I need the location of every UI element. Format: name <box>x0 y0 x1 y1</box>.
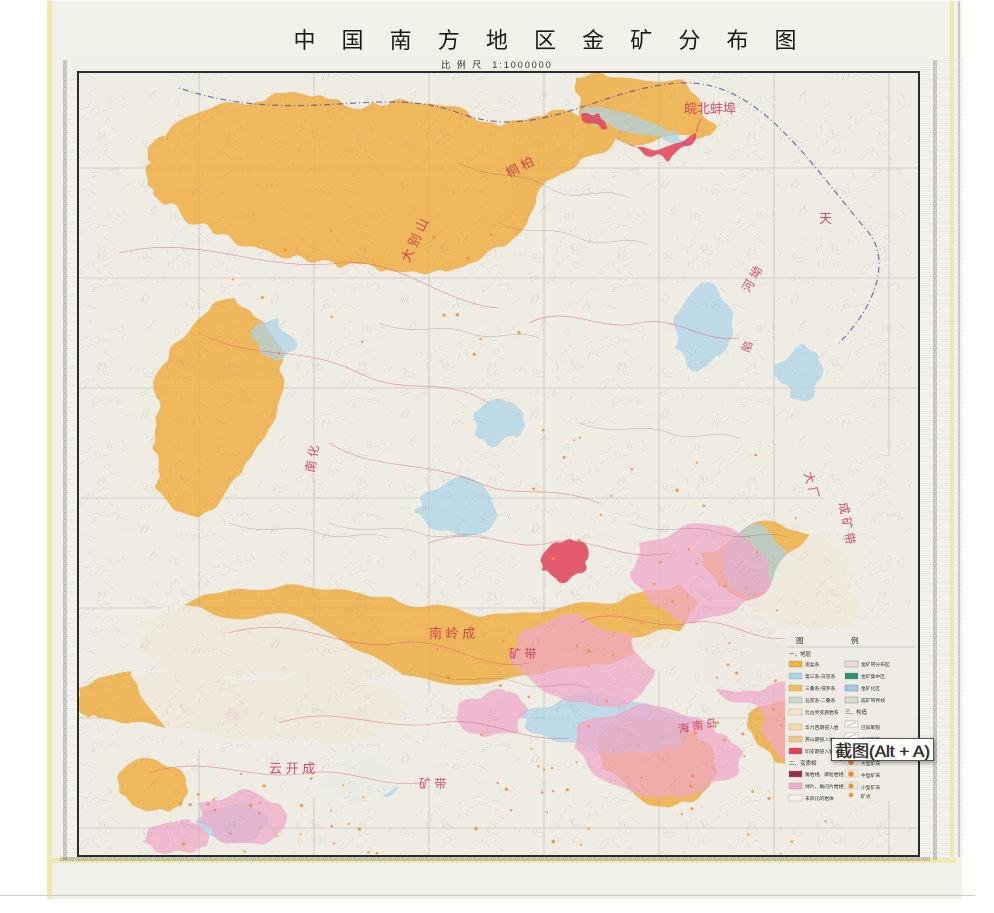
svg-text:第三系-白垦系: 第三系-白垦系 <box>805 673 836 680</box>
svg-text:矿 带: 矿 带 <box>509 647 536 661</box>
svg-text:金矿带分布区: 金矿带分布区 <box>861 661 890 668</box>
svg-text:南 岭 成: 南 岭 成 <box>429 626 475 641</box>
svg-text:例: 例 <box>851 635 859 645</box>
svg-text:金矿化区: 金矿化区 <box>861 685 880 692</box>
svg-text:云 开 成: 云 开 成 <box>269 761 315 776</box>
svg-text:元古界变质岩系: 元古界变质岩系 <box>805 709 839 716</box>
svg-text:小型矿床: 小型矿床 <box>861 784 880 791</box>
svg-text:皖北蚌埠: 皖北蚌埠 <box>684 101 736 116</box>
svg-text:三叠系-侵罗系: 三叠系-侵罗系 <box>805 685 836 692</box>
svg-text:成矿带界线: 成矿带界线 <box>861 697 885 704</box>
svg-text:金矿集中区: 金矿集中区 <box>861 673 885 680</box>
svg-text:矿点: 矿点 <box>861 793 871 800</box>
svg-text:华力西期侵入岩: 华力西期侵入岩 <box>805 724 839 731</box>
svg-text:三、构造: 三、构造 <box>845 708 868 716</box>
svg-text:二、变质相: 二、变质相 <box>789 759 817 767</box>
svg-text:矿 带: 矿 带 <box>419 777 446 791</box>
svg-text:未风化的岩体: 未风化的岩体 <box>805 795 834 802</box>
svg-text:一、地层: 一、地层 <box>789 650 812 658</box>
svg-text:角岩相、麻粒岩相: 角岩相、麻粒岩相 <box>805 771 844 778</box>
svg-text:图: 图 <box>796 636 804 645</box>
svg-text:绿片、角闪片岩相: 绿片、角闪片岩相 <box>805 783 844 790</box>
svg-text:已知断裂: 已知断裂 <box>861 724 880 731</box>
svg-text:印支期侵入岩: 印支期侵入岩 <box>805 748 834 755</box>
svg-text:燕山期侵入岩: 燕山期侵入岩 <box>805 736 834 743</box>
svg-text:中型矿床: 中型矿床 <box>861 772 880 779</box>
svg-text:石炭系-二叠系: 石炭系-二叠系 <box>805 697 836 704</box>
svg-text:天: 天 <box>819 211 832 226</box>
svg-text:泥盆系: 泥盆系 <box>805 661 820 668</box>
